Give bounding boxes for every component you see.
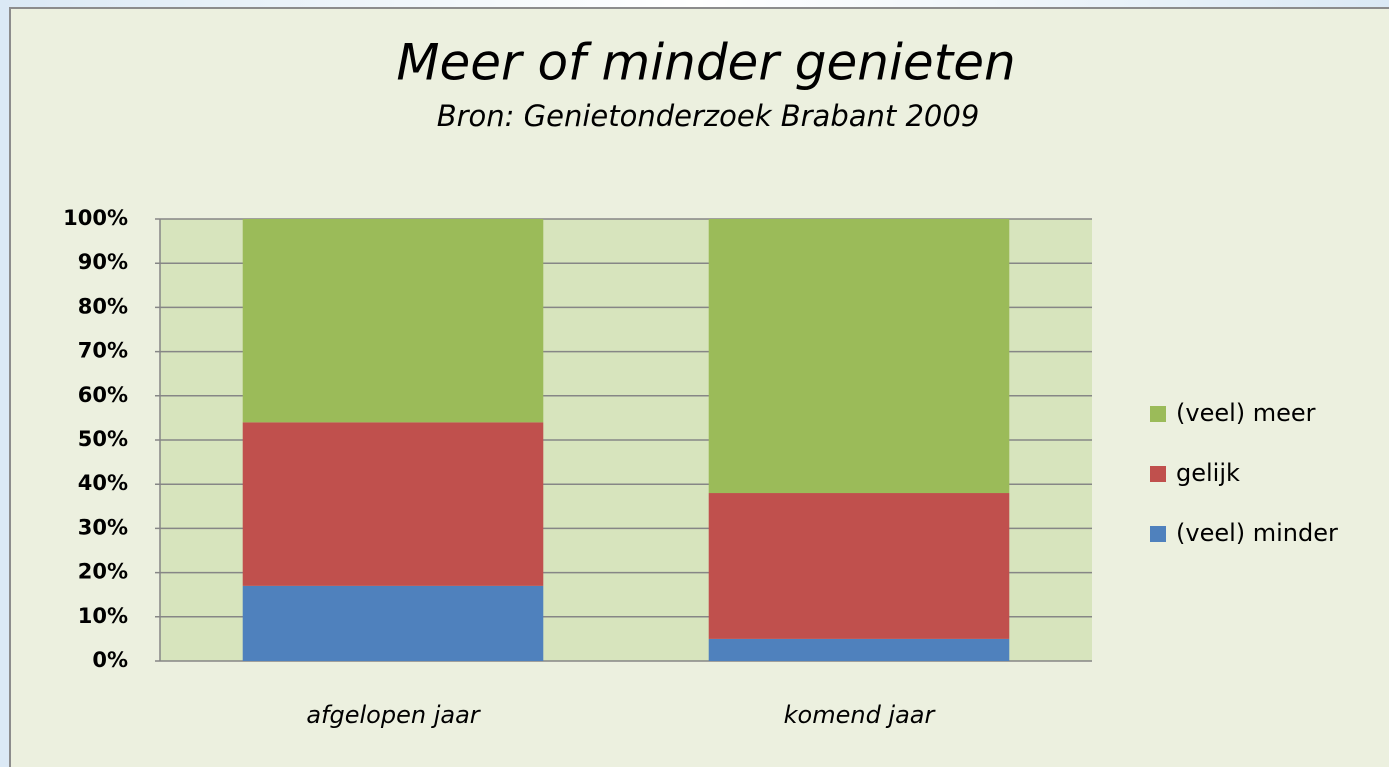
- y-tick-label: 50%: [78, 427, 128, 451]
- legend-swatch: [1150, 526, 1166, 542]
- y-tick-label: 80%: [78, 294, 128, 318]
- y-tick-label: 40%: [78, 471, 128, 495]
- bar-segment: [242, 219, 544, 423]
- y-tick-label: 0%: [92, 648, 128, 672]
- bar-segment: [242, 422, 544, 586]
- legend-swatch: [1150, 466, 1166, 482]
- x-tick-label: afgelopen jaar: [306, 701, 481, 729]
- y-tick-label: 10%: [78, 604, 128, 628]
- y-tick-label: 70%: [78, 339, 128, 363]
- chart-title: Meer of minder genieten: [396, 34, 1015, 92]
- legend-label: (veel) meer: [1176, 399, 1316, 427]
- y-tick-label: 100%: [63, 206, 128, 230]
- legend-label: (veel) minder: [1176, 519, 1338, 547]
- legend-label: gelijk: [1176, 459, 1240, 487]
- x-tick-label: komend jaar: [784, 701, 937, 729]
- legend-swatch: [1150, 406, 1166, 422]
- y-tick-label: 60%: [78, 383, 128, 407]
- bar-segment: [708, 493, 1010, 639]
- chart-subtitle: Bron: Genietonderzoek Brabant 2009: [437, 99, 980, 133]
- y-tick-label: 90%: [78, 250, 128, 274]
- y-tick-label: 30%: [78, 515, 128, 539]
- y-tick-label: 20%: [78, 560, 128, 584]
- bar-segment: [708, 219, 1010, 494]
- bar-segment: [242, 585, 544, 661]
- bar-segment: [708, 638, 1010, 661]
